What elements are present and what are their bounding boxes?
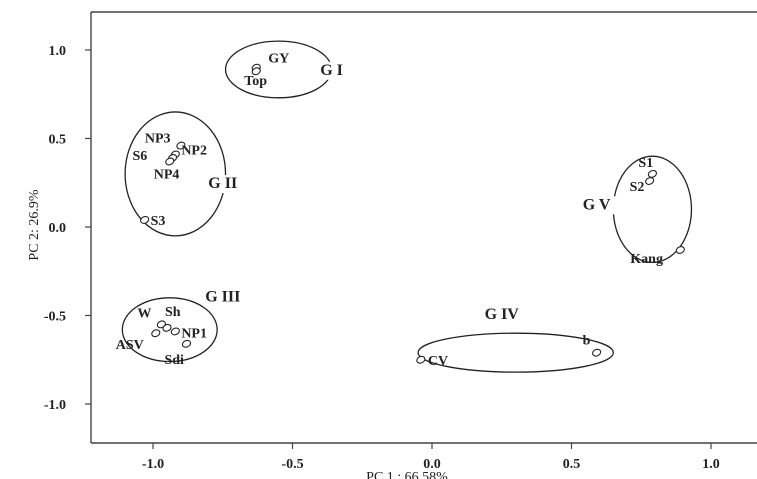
point-label-asv: ASV xyxy=(116,338,144,353)
point-label-cv: CV xyxy=(428,354,448,369)
point-marker-b xyxy=(592,348,602,357)
x-axis-label: PC 1 : 66.58% xyxy=(366,470,448,479)
x-tick-label: -1.0 xyxy=(142,457,164,472)
point-label-sh: Sh xyxy=(165,305,181,320)
group-ellipse-g-iv xyxy=(417,332,615,373)
point-marker-sh xyxy=(162,323,172,332)
point-label-np1: NP1 xyxy=(181,326,207,341)
group-ellipses: G I G II G III G IV G V xyxy=(121,40,693,373)
x-tick-label: 0.0 xyxy=(423,457,441,472)
point-marker-asv xyxy=(151,329,161,338)
group-label-g-iv: G IV xyxy=(485,306,520,323)
group-label-g-i: G I xyxy=(320,62,343,79)
group-ellipse-g-ii xyxy=(124,111,227,237)
y-axis-label: PC 2: 26.9% xyxy=(27,189,42,261)
point-marker-s3 xyxy=(140,215,150,224)
point-marker-kang xyxy=(675,246,685,254)
point-marker-np1 xyxy=(170,327,180,336)
point-label-top: Top xyxy=(244,74,267,89)
point-label-np3: NP3 xyxy=(145,132,171,147)
y-tick-label: -1.0 xyxy=(44,398,66,413)
point-marker-s1 xyxy=(647,169,657,178)
point-marker-s2 xyxy=(645,177,655,185)
group-label-g-v: G V xyxy=(583,196,611,213)
y-tick-label: 0.0 xyxy=(49,221,67,236)
group-label-background xyxy=(576,196,617,215)
plot-area xyxy=(90,11,757,444)
point-marker-np4 xyxy=(165,157,175,166)
x-tick-label: 1.0 xyxy=(702,457,720,472)
y-tick-label: 0.5 xyxy=(49,133,67,148)
point-label-np2: NP2 xyxy=(181,143,207,158)
point-label-s6: S6 xyxy=(133,149,148,164)
point-label-sdi: Sdi xyxy=(164,353,184,368)
point-label-s2: S2 xyxy=(630,180,645,195)
group-label-background xyxy=(202,175,243,194)
point-marker-np3 xyxy=(176,141,186,150)
point-label-s1: S1 xyxy=(638,156,653,171)
point-label-w: W xyxy=(137,306,151,321)
point-marker-cv xyxy=(416,355,426,364)
y-tick-label: 1.0 xyxy=(49,44,67,59)
group-ellipse-g-iii xyxy=(121,297,218,363)
point-label-s3: S3 xyxy=(151,214,166,229)
group-label-background xyxy=(202,288,243,307)
group-label-g-ii: G II xyxy=(208,175,237,192)
x-tick-label: 0.5 xyxy=(563,457,581,472)
point-label-gy: GY xyxy=(268,52,289,67)
group-label-background xyxy=(481,306,522,325)
x-tick-label: -0.5 xyxy=(281,457,303,472)
axis-ticks: -1.0 -0.5 0.0 0.5 1.0 1.0 0.5 0.0 -0.5 -1.0 xyxy=(44,44,720,472)
point-marker-top xyxy=(251,67,261,76)
y-tick-label: -0.5 xyxy=(44,310,66,325)
point-marker-sdi xyxy=(181,339,192,348)
point-label-b: b xyxy=(583,334,591,349)
point-label-np4: NP4 xyxy=(154,168,180,183)
point-label-kang: Kang xyxy=(630,252,663,267)
group-label-background xyxy=(311,61,352,80)
group-label-g-iii: G III xyxy=(205,288,240,305)
